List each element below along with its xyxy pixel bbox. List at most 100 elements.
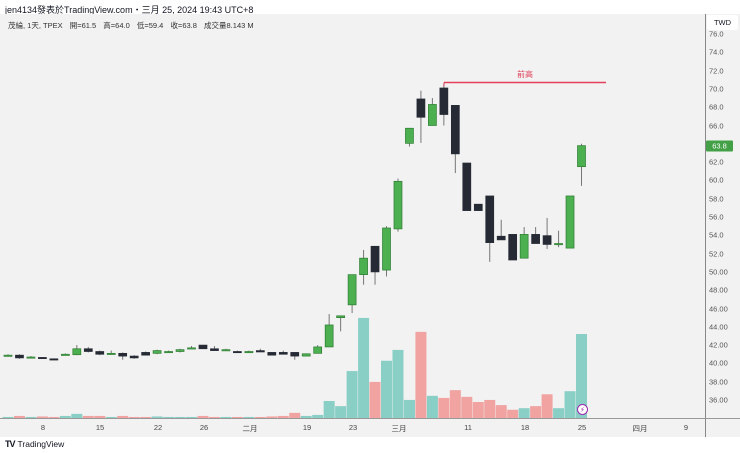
volume-bar [117,415,129,418]
price-tick: 42.00 [709,340,728,350]
lightning-event-icon[interactable]: ⚡ [577,404,588,415]
volume-bar [484,399,496,418]
price-tick: 56.0 [709,212,724,222]
price-tick: 74.0 [709,47,724,57]
volume-bar [541,394,553,418]
candle-body [393,180,403,230]
previous-high-label: 前高 [517,70,533,80]
volume-bar [94,415,106,418]
legend-high: 高=64.0 [103,21,130,30]
volume-bar [530,406,542,418]
candle-body [95,351,105,355]
volume-bar [415,331,427,418]
symbol-legend: 茂綸, 1天, TPEX 開=61.5 高=64.0 低=59.4 收=63.8… [8,20,259,31]
candle-body [72,348,82,356]
candle-body [416,98,426,118]
price-tick: 58.0 [709,194,724,204]
candle-body [450,105,460,155]
currency-label[interactable]: TWD [707,15,738,30]
candle-body [26,356,36,359]
candle-body [60,353,70,356]
volume-bar [472,402,484,418]
volume-bar [36,416,48,418]
tradingview-logo: TV TradingView [5,439,64,449]
volume-bar [518,408,530,418]
candle-body [49,358,59,361]
volume-bar [13,415,25,418]
volume-bar [254,416,266,418]
time-tick: 11 [464,423,472,432]
volume-bar [381,360,393,418]
candle-body [141,352,150,356]
candle-body [278,352,288,355]
candle-body [313,346,323,354]
price-tick: 50.00 [709,267,728,277]
volume-bar [186,416,198,418]
volume-bar [266,416,278,418]
candle-body [255,350,265,353]
candle-body [106,352,116,355]
candle-body [439,87,449,115]
time-tick: 三月 [391,424,407,433]
candle-body [565,195,575,249]
price-tick: 70.0 [709,84,724,94]
volume-bar [25,416,37,418]
price-tick: 46.00 [709,304,728,313]
price-tick: 68.0 [709,102,724,112]
publish-caption: jen4134發表於TradingView.com・三月 25, 2024 19… [5,5,254,15]
time-tick: 22 [153,423,163,432]
volume-bar [461,396,473,418]
volume-bar [335,406,347,418]
candlestick-plot[interactable] [0,0,705,418]
tv-logo-icon: TV [5,439,15,449]
volume-bar [2,416,14,418]
candle-body [210,348,219,351]
price-tick: 60.0 [709,175,724,185]
candle-body [164,351,173,354]
legend-volume: 成交量8.143 M [204,21,254,30]
candle-body [233,351,242,354]
candle-body [83,348,93,352]
time-tick: 23 [348,423,358,432]
price-tick: 40.00 [709,358,728,368]
last-price-label: 63.8 [706,140,733,152]
volume-bar [403,399,415,418]
price-tick: 72.0 [709,66,724,76]
candle-body [324,324,334,348]
price-tick: 48.00 [709,285,728,295]
volume-bar [300,415,312,418]
price-tick: 66.0 [709,121,724,130]
volume-bar [358,317,370,418]
time-tick: 9 [683,423,689,432]
axis-corner [705,418,740,437]
time-tick: 18 [520,423,530,432]
volume-bar [323,400,335,418]
candle-body [473,203,483,211]
candle-body [531,234,540,244]
volume-bar [220,416,232,418]
candle-body [370,245,380,273]
candle-body [462,162,472,211]
candle-body [577,145,586,168]
volume-bar [231,416,243,418]
candle-body [519,234,529,259]
candle-body [198,344,208,350]
time-tick: 19 [302,423,312,432]
legend-low: 低=59.4 [136,21,164,30]
price-axis[interactable] [705,14,740,418]
volume-bar [449,390,461,418]
volume-bar [82,415,94,418]
time-tick: 8 [40,423,46,432]
time-tick: 25 [577,423,587,432]
candle-body [485,195,495,243]
volume-bar [163,416,175,418]
volume-bar [312,414,324,418]
candle-body [496,235,506,241]
volume-bar [438,397,450,418]
price-tick: 38.00 [709,377,728,387]
time-tick: 四月 [632,424,648,433]
volume-bar [197,415,209,418]
volume-bar [71,413,83,418]
chart-pane[interactable] [0,14,740,437]
time-axis[interactable] [0,418,705,437]
